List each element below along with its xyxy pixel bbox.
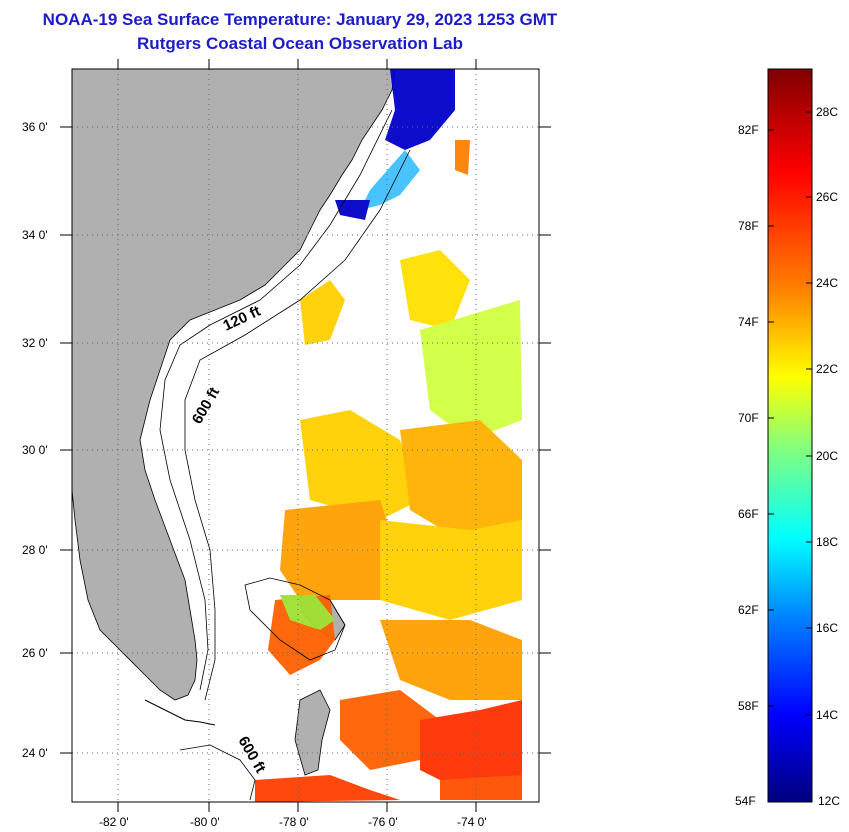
colorbar-f-label: 82F [738, 123, 759, 137]
colorbar-ticks [768, 111, 812, 716]
colorbar-c-label: 20C [816, 449, 838, 463]
colorbar-c-label: 18C [816, 535, 838, 549]
lon-label: -78 0' [279, 815, 309, 829]
tick-marks [60, 59, 551, 812]
florida-keys [144, 699, 216, 726]
colorbar-f-label: 74F [738, 315, 759, 329]
colorbar-f-label: 66F [738, 507, 759, 521]
map-subtitle: Rutgers Coastal Ocean Observation Lab [137, 34, 463, 53]
lon-label: -80 0' [190, 815, 220, 829]
lat-label: 30 0' [22, 443, 48, 457]
lon-label: -76 0' [368, 815, 398, 829]
lat-label: 34 0' [22, 228, 48, 242]
lon-label: -82 0' [99, 815, 129, 829]
colorbar-f-label: 78F [738, 219, 759, 233]
colorbar-c-label: 24C [816, 276, 838, 290]
lat-label: 32 0' [22, 336, 48, 350]
contour-keys-600ft [179, 744, 256, 801]
contour-120ft [159, 109, 393, 691]
lat-label: 36 0' [22, 120, 48, 134]
lat-label: 24 0' [22, 746, 48, 760]
colorbar [767, 68, 813, 803]
colorbar-c-label: 28C [816, 105, 838, 119]
colorbar-f-label: 70F [738, 411, 759, 425]
lon-label: -74 0' [457, 815, 487, 829]
contour-bahamas [244, 577, 346, 661]
colorbar-c-label: 14C [816, 708, 838, 722]
map-frame [71, 68, 540, 803]
colorbar-f-label: 58F [738, 699, 759, 713]
colorbar-f-label: 62F [738, 603, 759, 617]
sst-swath [255, 69, 522, 802]
colorbar-c-label: 26C [816, 190, 838, 204]
land-mass [72, 69, 396, 701]
colorbar-c-label: 12C [818, 794, 840, 808]
colorbar-c-label: 22C [816, 362, 838, 376]
bahamas-land [294, 689, 331, 776]
colorbar-c-label: 16C [816, 621, 838, 635]
contour-600ft [184, 149, 411, 701]
colorbar-f-label: 54F [735, 794, 756, 808]
lat-label: 26 0' [22, 646, 48, 660]
lon-gridlines [117, 69, 477, 802]
map-title: NOAA-19 Sea Surface Temperature: January… [42, 10, 558, 29]
lat-label: 28 0' [22, 543, 48, 557]
